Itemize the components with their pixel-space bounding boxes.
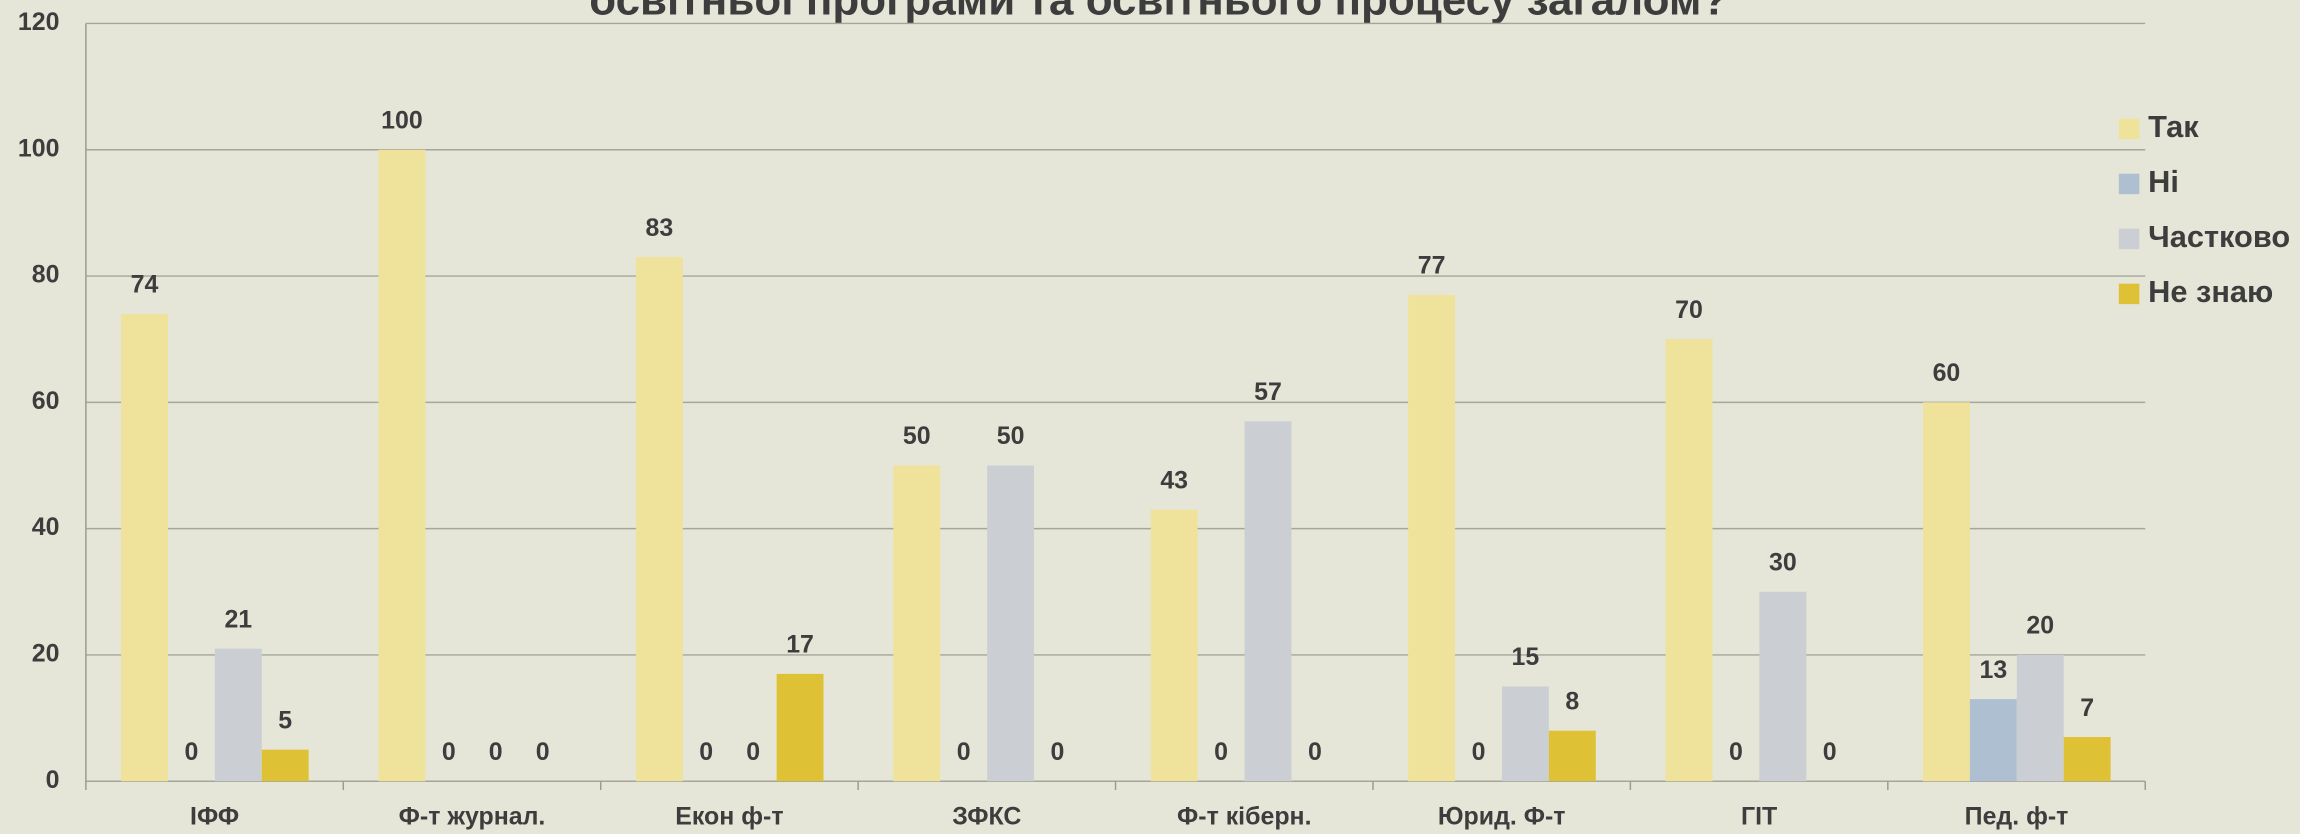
data-label: 0 (1308, 738, 1322, 766)
data-label: 17 (786, 631, 814, 659)
x-tick-label: Ф-т журнал. (399, 802, 546, 830)
bar (776, 673, 824, 782)
data-label: 0 (536, 738, 550, 766)
x-tick-label: Юрид. Ф-т (1438, 802, 1566, 830)
bar (1408, 294, 1456, 782)
data-label: 0 (1823, 738, 1837, 766)
bar (261, 749, 309, 782)
bar (1969, 699, 2017, 782)
bar (1922, 402, 1970, 782)
y-tick-label: 100 (18, 134, 60, 162)
legend-swatch (2118, 118, 2140, 140)
data-label: 100 (381, 106, 423, 134)
x-tick-label: ІФФ (190, 802, 239, 830)
legend-label: Ні (2148, 164, 2179, 199)
data-label: 0 (184, 738, 198, 766)
data-label: 0 (1051, 738, 1065, 766)
data-label: 70 (1675, 296, 1703, 324)
bar (1548, 730, 1596, 782)
y-tick-label: 120 (18, 8, 60, 36)
data-label: 0 (442, 738, 456, 766)
data-label: 21 (224, 605, 252, 633)
x-tick-label: ГІТ (1741, 802, 1777, 830)
data-label: 0 (957, 738, 971, 766)
data-label: 83 (645, 214, 673, 242)
data-label: 20 (2026, 612, 2054, 640)
data-label: 5 (278, 706, 292, 734)
data-label: 0 (746, 738, 760, 766)
bar (1759, 591, 1807, 782)
bar (635, 257, 683, 782)
data-label: 57 (1254, 378, 1282, 406)
y-tick-label: 60 (32, 387, 60, 415)
data-label: 0 (1472, 738, 1486, 766)
data-label: 15 (1512, 643, 1540, 671)
bar (214, 648, 262, 782)
data-label: 50 (997, 422, 1025, 450)
bar (987, 465, 1035, 782)
data-label: 77 (1418, 252, 1446, 280)
data-label: 7 (2080, 694, 2094, 722)
data-label: 0 (1214, 738, 1228, 766)
bar (1244, 421, 1292, 782)
legend-swatch (2118, 173, 2140, 195)
data-label: 43 (1160, 466, 1188, 494)
data-label: 60 (1933, 359, 1961, 387)
x-tick-label: ЗФКС (952, 802, 1021, 830)
bar (1501, 686, 1549, 782)
data-label: 0 (489, 738, 503, 766)
chart-title: освітньої програми та освітнього процесу… (589, 0, 1728, 25)
x-tick-label: Ф-т кіберн. (1177, 802, 1311, 830)
bar (121, 313, 168, 782)
data-label: 8 (1565, 687, 1579, 715)
data-label: 0 (1729, 738, 1743, 766)
bar (2016, 654, 2064, 782)
legend-label: Так (2148, 109, 2199, 144)
data-label: 0 (699, 738, 713, 766)
data-label: 13 (1979, 656, 2007, 684)
bar (1150, 509, 1198, 782)
legend-label: Не знаю (2148, 274, 2273, 309)
data-label: 30 (1769, 549, 1797, 577)
bar (1665, 339, 1713, 782)
data-label: 74 (131, 271, 159, 299)
legend-label: Частково (2148, 219, 2290, 254)
y-tick-label: 0 (46, 766, 60, 794)
data-label: 50 (903, 422, 931, 450)
y-tick-label: 40 (32, 513, 60, 541)
legend-swatch (2118, 228, 2140, 250)
bar (378, 149, 426, 782)
y-tick-label: 20 (32, 640, 60, 668)
bar (893, 465, 941, 782)
x-tick-label: Пед. ф-т (1965, 802, 2069, 830)
bar (2063, 737, 2111, 782)
legend-swatch (2118, 283, 2140, 305)
y-tick-label: 80 (32, 261, 60, 289)
x-tick-label: Екон ф-т (675, 802, 783, 830)
